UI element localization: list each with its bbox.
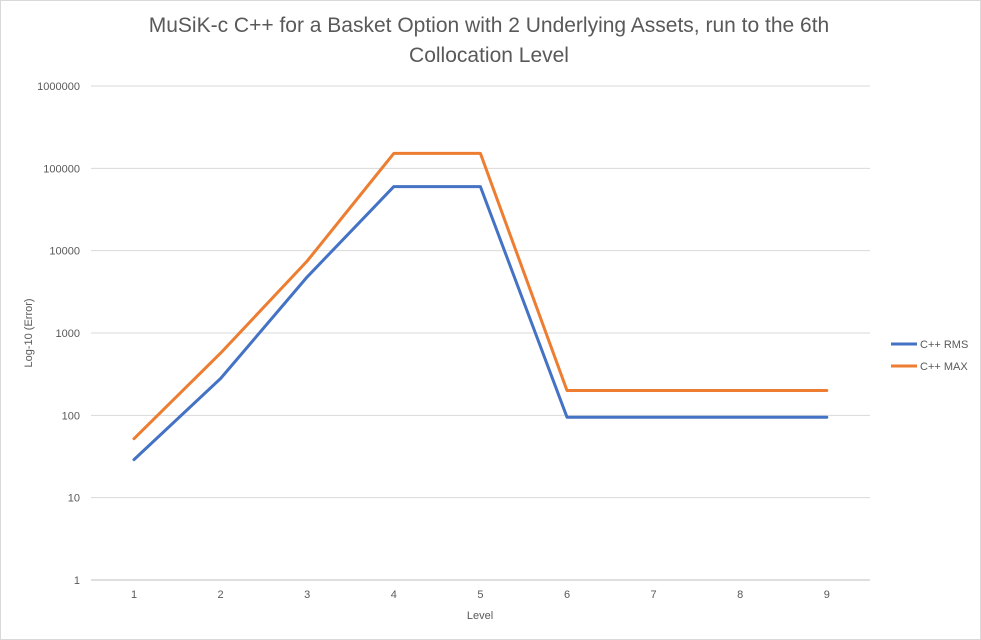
y-tick-label: 1	[74, 575, 80, 587]
x-tick-label: 2	[218, 589, 224, 601]
y-tick-label: 100	[62, 410, 80, 422]
x-tick-label: 8	[737, 589, 743, 601]
y-tick-label: 10000	[49, 246, 80, 258]
series-line-max	[132, 151, 829, 441]
x-tick-label: 1	[131, 589, 137, 601]
x-tick-label: 4	[391, 589, 397, 601]
legend-label: C++ RMS	[920, 339, 968, 351]
chart-title-line-2: Collocation Level	[409, 44, 569, 67]
y-tick-label: 10	[68, 493, 80, 505]
x-tick-label: 7	[651, 589, 657, 601]
x-tick-label: 5	[477, 589, 483, 601]
x-axis-label: Level	[467, 610, 493, 622]
chart-title-line-1: MuSiK-c C++ for a Basket Option with 2 U…	[148, 14, 830, 37]
y-tick-label: 1000	[56, 328, 80, 340]
x-tick-label: 3	[304, 589, 310, 601]
y-axis-label: Log-10 (Error)	[23, 298, 35, 367]
x-tick-label: 9	[824, 589, 830, 601]
legend-label: C++ MAX	[920, 361, 968, 373]
y-tick-label: 1000000	[37, 81, 80, 93]
x-tick-label: 6	[564, 589, 570, 601]
series-line-rms	[132, 185, 829, 462]
chart-title: MuSiK-c C++ for a Basket Option with 2 U…	[1, 11, 977, 71]
y-tick-label: 100000	[43, 163, 80, 175]
